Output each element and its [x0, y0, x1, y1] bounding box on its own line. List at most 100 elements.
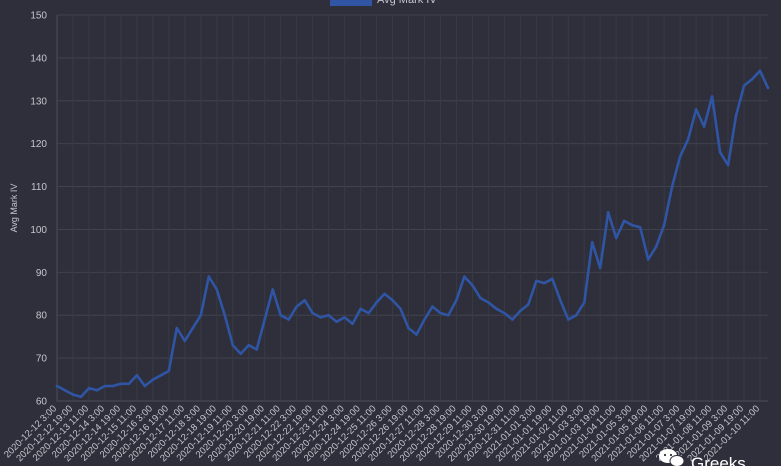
data-point	[391, 298, 394, 302]
data-point	[614, 236, 618, 240]
data-point	[367, 311, 370, 315]
data-point	[686, 138, 690, 141]
data-point	[766, 86, 770, 90]
data-point	[343, 316, 346, 319]
data-point	[503, 311, 506, 315]
y-tick-labels: 60 70 80 90 100 110 120 130 140 150	[30, 11, 47, 408]
data-point	[351, 322, 354, 326]
data-point	[431, 305, 434, 308]
data-point	[471, 283, 474, 287]
data-point	[71, 393, 75, 396]
data-point	[159, 374, 163, 377]
data-point	[678, 155, 682, 158]
data-point	[215, 288, 219, 291]
data-point	[622, 219, 626, 223]
data-point	[207, 275, 211, 278]
data-point	[742, 84, 746, 88]
data-point	[287, 318, 291, 321]
y-tick-label: 80	[36, 311, 48, 322]
watermark-text: Greeks	[691, 454, 746, 466]
data-point	[535, 279, 538, 283]
data-point	[439, 311, 442, 315]
data-point	[423, 318, 426, 321]
data-point	[103, 384, 107, 388]
data-point	[654, 245, 658, 248]
data-point	[758, 69, 762, 73]
data-point	[734, 114, 738, 118]
data-point	[327, 313, 330, 317]
data-point	[567, 318, 570, 321]
data-point	[710, 95, 714, 98]
data-point	[175, 326, 179, 330]
data-point	[575, 313, 578, 317]
y-tick-label: 110	[31, 182, 47, 193]
data-point	[638, 226, 642, 229]
data-point	[223, 313, 227, 317]
data-point	[191, 326, 195, 330]
data-point	[495, 307, 498, 311]
data-point	[279, 313, 283, 317]
legend[interactable]: Avg Mark IV	[330, 0, 437, 6]
data-point	[670, 185, 674, 188]
data-point	[455, 298, 458, 302]
data-point	[151, 378, 155, 381]
y-tick-label: 90	[36, 268, 48, 279]
data-point	[95, 389, 99, 392]
data-point	[415, 333, 418, 336]
y-tick-label: 60	[36, 397, 48, 408]
data-point	[247, 343, 250, 347]
data-point	[551, 277, 554, 281]
data-point	[295, 305, 299, 308]
data-point	[359, 307, 362, 311]
data-point	[598, 266, 602, 270]
wechat-icon	[659, 449, 685, 466]
y-tick-label: 130	[30, 96, 47, 107]
data-point	[271, 288, 275, 291]
data-point	[111, 384, 115, 388]
data-point	[407, 326, 410, 330]
data-point	[311, 311, 314, 315]
data-point	[319, 316, 322, 319]
watermark: Greeks	[659, 449, 746, 466]
grid-lines	[56, 14, 768, 402]
data-point	[55, 384, 59, 388]
data-point	[375, 301, 378, 304]
data-point	[399, 307, 402, 311]
data-point	[199, 313, 203, 317]
data-point	[127, 382, 131, 386]
data-point	[143, 384, 147, 388]
data-point	[255, 348, 258, 351]
data-point	[63, 389, 67, 392]
data-point	[559, 298, 562, 302]
y-tick-label: 70	[36, 354, 48, 365]
data-point	[87, 386, 91, 390]
data-point	[447, 313, 450, 317]
data-point	[239, 352, 242, 356]
data-point	[606, 211, 610, 214]
data-point	[463, 275, 466, 278]
data-point	[167, 369, 171, 373]
data-point	[583, 301, 586, 304]
data-point	[487, 301, 490, 304]
data-point	[527, 303, 530, 306]
data-point	[263, 318, 267, 321]
y-tick-label: 140	[30, 53, 47, 64]
y-tick-label: 150	[30, 11, 47, 22]
data-point	[750, 78, 754, 81]
data-points	[55, 69, 770, 399]
legend-swatch[interactable]	[330, 0, 372, 6]
data-point	[718, 150, 722, 154]
data-point	[135, 374, 139, 377]
data-point	[183, 339, 187, 343]
data-point	[726, 163, 730, 167]
legend-label[interactable]: Avg Mark IV	[377, 0, 437, 6]
data-point	[519, 309, 522, 313]
data-point	[303, 298, 307, 302]
data-point	[590, 241, 594, 244]
data-point	[231, 343, 235, 347]
y-tick-label: 120	[30, 139, 47, 150]
